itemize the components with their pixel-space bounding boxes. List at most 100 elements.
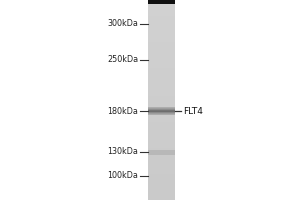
Bar (148, 106, 175, 108)
Text: 130kDa: 130kDa (107, 148, 138, 156)
Bar (148, 168, 175, 170)
Bar (148, 132, 175, 134)
Bar (148, 88, 175, 90)
Bar (148, 18, 175, 20)
Bar (148, 170, 175, 172)
Bar (148, 0, 175, 2)
Bar (148, 108, 175, 110)
Bar (148, 148, 175, 150)
Bar (148, 120, 175, 122)
Bar (148, 136, 175, 138)
Bar (148, 84, 175, 86)
Bar (148, 64, 175, 66)
Bar (148, 6, 175, 8)
Text: FLT4: FLT4 (183, 107, 203, 116)
Bar (148, 52, 175, 54)
Bar (148, 54, 175, 56)
Bar (148, 188, 175, 190)
Text: 100kDa: 100kDa (107, 171, 138, 180)
Bar (148, 32, 175, 34)
Bar (148, 124, 175, 126)
Bar (148, 126, 175, 128)
Bar (148, 62, 175, 64)
Bar (148, 14, 175, 16)
Bar (148, 50, 175, 52)
Bar (148, 162, 175, 164)
Bar (148, 182, 175, 184)
Bar (148, 70, 175, 72)
Bar (148, 176, 175, 178)
Bar (148, 194, 175, 196)
Bar (148, 100, 175, 102)
Bar (148, 38, 175, 40)
Bar (148, 104, 175, 106)
Bar (148, 114, 175, 116)
Bar (148, 186, 175, 188)
Bar (148, 172, 175, 174)
Bar (148, 166, 175, 168)
Bar (148, 58, 175, 60)
Bar (148, 60, 175, 62)
Bar (148, 142, 175, 144)
Bar (148, 96, 175, 98)
Bar (148, 152, 175, 154)
Bar (148, 196, 175, 198)
Bar (148, 110, 175, 112)
Bar (148, 0, 175, 4)
Bar (148, 22, 175, 24)
Bar (148, 98, 175, 100)
Bar (148, 10, 175, 12)
Bar (148, 36, 175, 38)
Text: 250kDa: 250kDa (107, 55, 138, 64)
Bar (148, 34, 175, 36)
Bar (148, 150, 175, 152)
Text: 180kDa: 180kDa (107, 107, 138, 116)
Bar (148, 128, 175, 130)
Bar (148, 74, 175, 76)
Bar (148, 134, 175, 136)
Bar (148, 80, 175, 82)
Bar (148, 86, 175, 88)
Bar (148, 112, 175, 114)
Bar (148, 90, 175, 92)
Bar (148, 12, 175, 14)
Bar (148, 140, 175, 142)
Bar (148, 28, 175, 30)
Bar (148, 46, 175, 48)
Bar (148, 4, 175, 6)
Bar (148, 30, 175, 32)
Bar (148, 44, 175, 46)
Bar (148, 164, 175, 166)
Bar (148, 102, 175, 104)
Bar (148, 78, 175, 80)
Bar (148, 40, 175, 42)
Bar (148, 138, 175, 140)
Bar (148, 82, 175, 84)
Bar (148, 116, 175, 118)
Bar (148, 56, 175, 58)
Bar (148, 92, 175, 94)
Bar (148, 8, 175, 10)
Bar (148, 154, 175, 156)
Bar (148, 2, 175, 4)
Bar (148, 76, 175, 78)
Bar (148, 122, 175, 124)
Bar (148, 94, 175, 96)
Bar (148, 184, 175, 186)
Bar (148, 66, 175, 68)
Bar (148, 192, 175, 194)
Bar (148, 42, 175, 44)
Text: 300kDa: 300kDa (107, 20, 138, 28)
Bar (148, 190, 175, 192)
Bar (148, 24, 175, 26)
Bar (148, 178, 175, 180)
Bar (148, 48, 175, 50)
Bar (148, 158, 175, 160)
Bar (148, 198, 175, 200)
Bar (148, 156, 175, 158)
Bar (148, 160, 175, 162)
Bar (148, 150, 175, 154)
Bar (148, 180, 175, 182)
Bar (148, 144, 175, 146)
Bar (148, 16, 175, 18)
